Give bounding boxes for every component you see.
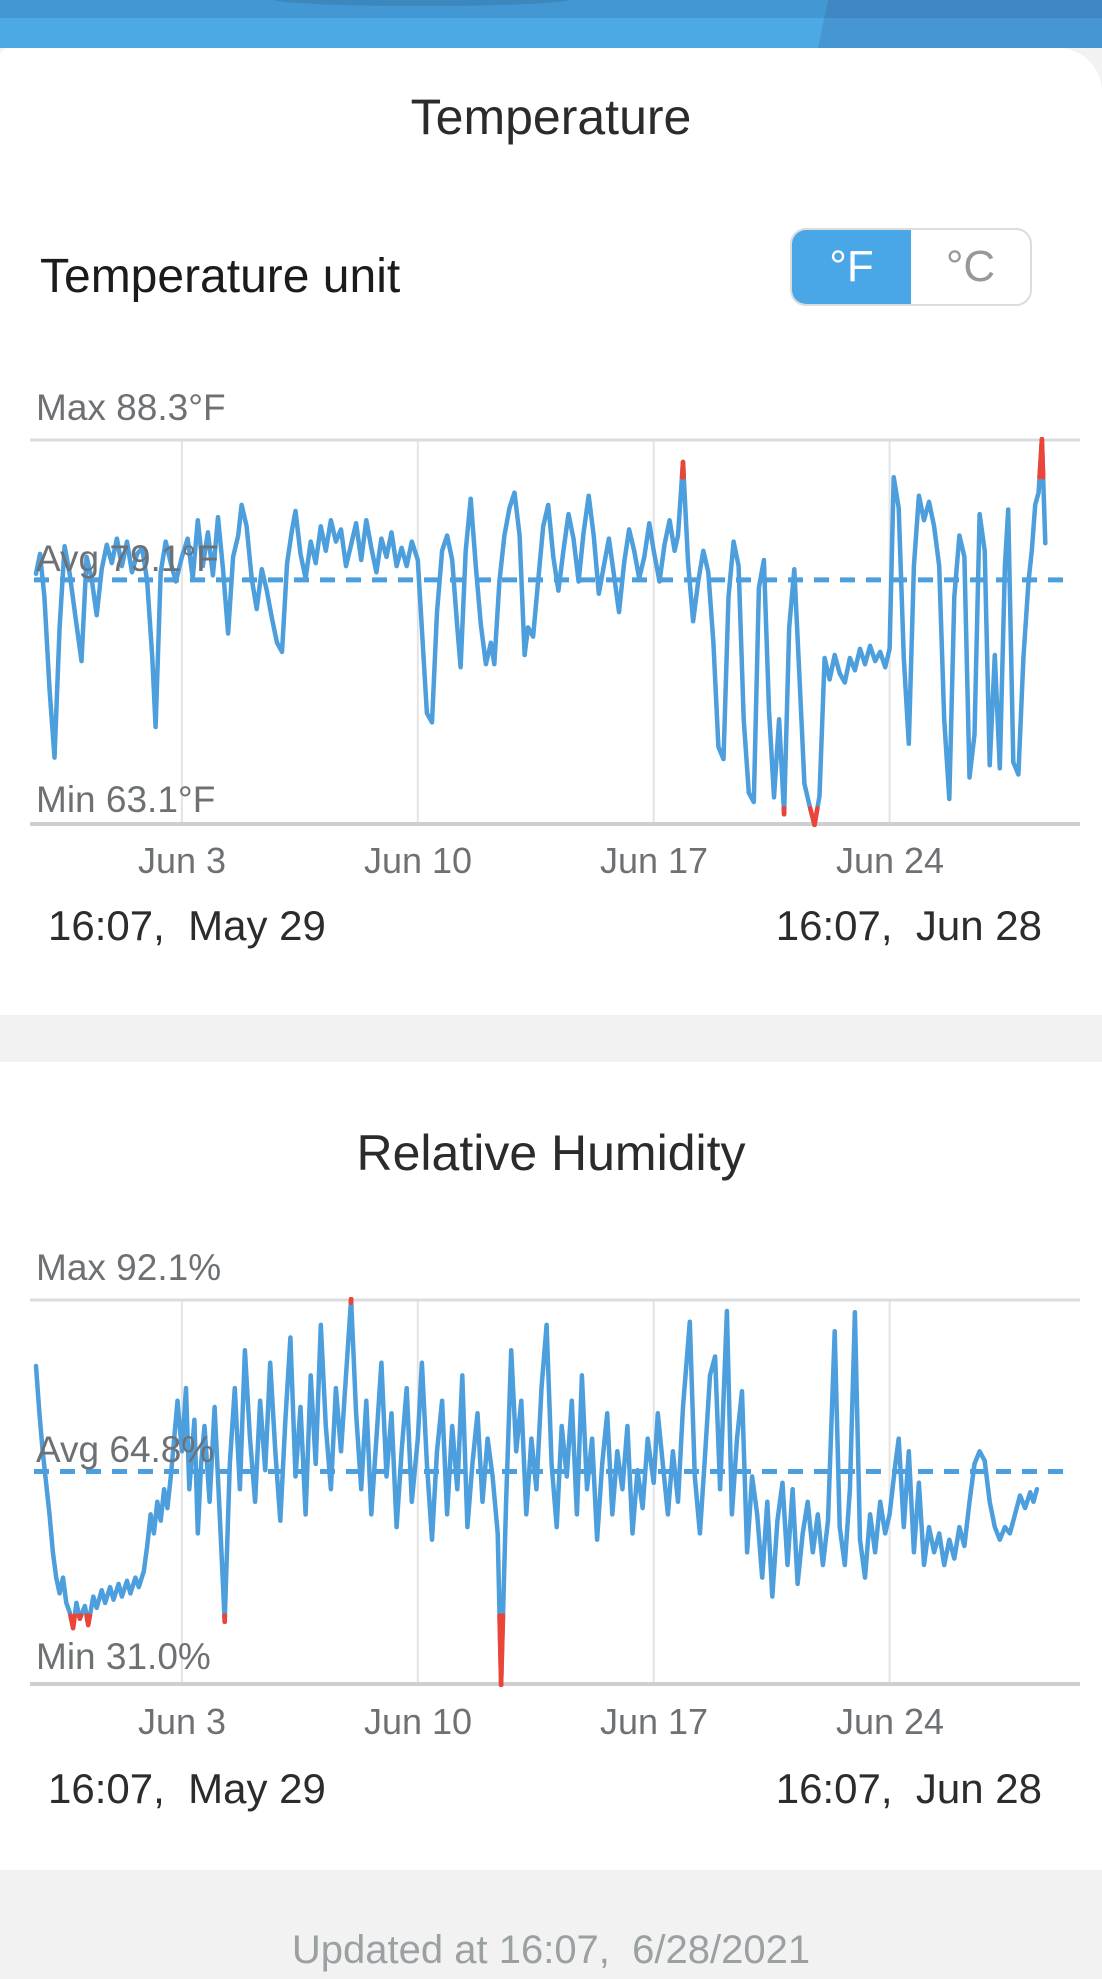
humidity-title: Relative Humidity: [356, 1125, 746, 1181]
temperature-chart-canvas[interactable]: [0, 437, 1102, 827]
humidity-chart-canvas[interactable]: [0, 1297, 1102, 1687]
humidity-range-end: 16:07, Jun 28: [775, 1765, 1042, 1812]
updated-timestamp: Updated at 16:07, 6/28/2021: [291, 1928, 811, 1972]
humidity-tick-jun10: Jun 10: [363, 1701, 473, 1742]
humidity-card: Relative Humidity Max 92.1% Avg 64.8% Mi…: [0, 1062, 1102, 1870]
humidity-tick-jun3: Jun 3: [137, 1701, 227, 1742]
temperature-unit-label: Temperature unit: [40, 250, 401, 303]
footer: Updated at 16:07, 6/28/2021: [0, 1870, 1102, 1979]
humidity-tick-jun17: Jun 17: [599, 1701, 709, 1742]
temp-tick-jun3: Jun 3: [137, 840, 227, 881]
unit-toggle[interactable]: °F °C: [790, 228, 1032, 306]
temp-range-end: 16:07, Jun 28: [775, 902, 1042, 949]
temp-max-label: Max 88.3°F: [36, 387, 226, 428]
temp-range-row: 16:07, May 29 16:07, Jun 28: [0, 902, 1102, 954]
temp-range-start: 16:07, May 29: [48, 902, 326, 949]
temp-x-axis: Jun 3 Jun 10 Jun 17 Jun 24: [0, 840, 1102, 884]
temperature-title: Temperature: [410, 89, 692, 145]
humidity-range-row: 16:07, May 29 16:07, Jun 28: [0, 1765, 1102, 1817]
temp-tick-jun17: Jun 17: [599, 840, 709, 881]
temp-tick-jun24: Jun 24: [835, 840, 945, 881]
humidity-max-label: Max 92.1%: [36, 1247, 222, 1288]
humidity-x-axis: Jun 3 Jun 10 Jun 17 Jun 24: [0, 1701, 1102, 1745]
humidity-tick-jun24: Jun 24: [835, 1701, 945, 1742]
humidity-range-start: 16:07, May 29: [48, 1765, 326, 1812]
header-arc-decoration: [272, 0, 572, 6]
header-top-strip: [0, 0, 1102, 18]
celsius-button[interactable]: °C: [911, 230, 1030, 304]
app-header: [0, 0, 1102, 48]
fahrenheit-button[interactable]: °F: [792, 230, 911, 304]
header-decoration: [818, 0, 1102, 48]
temperature-card: Temperature Temperature unit °F °C Max 8…: [0, 48, 1102, 1015]
temp-tick-jun10: Jun 10: [363, 840, 473, 881]
